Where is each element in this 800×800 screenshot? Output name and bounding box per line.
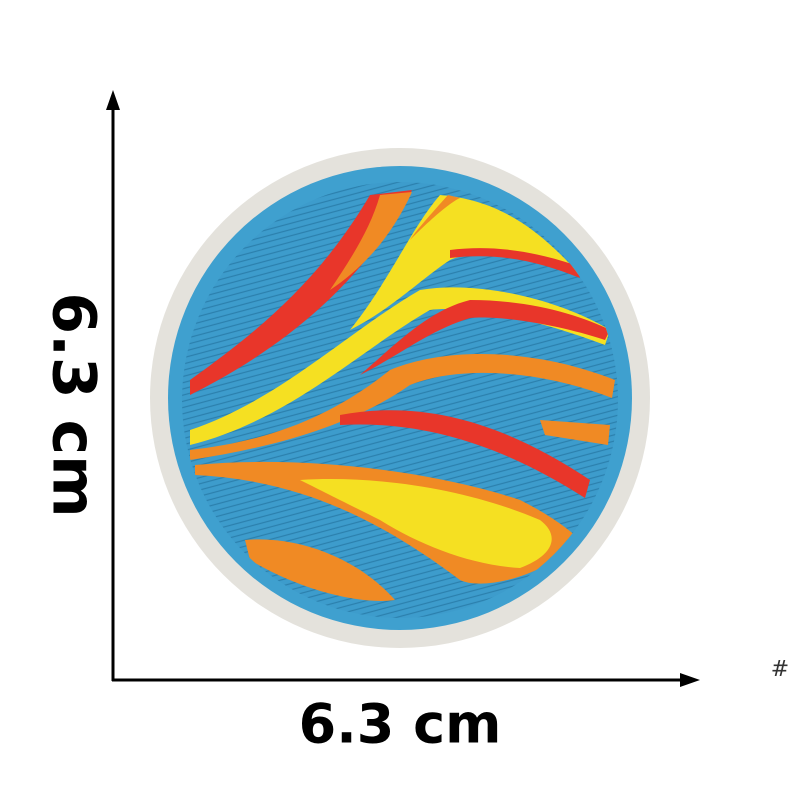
stripes (190, 190, 615, 601)
height-arrowhead (106, 90, 120, 110)
height-label: 6.3 cm (38, 292, 108, 517)
dimension-lines (106, 90, 700, 687)
mark-symbol: # (771, 657, 789, 682)
width-label: 6.3 cm (299, 693, 502, 756)
patch (150, 148, 650, 648)
width-arrowhead (680, 673, 700, 687)
